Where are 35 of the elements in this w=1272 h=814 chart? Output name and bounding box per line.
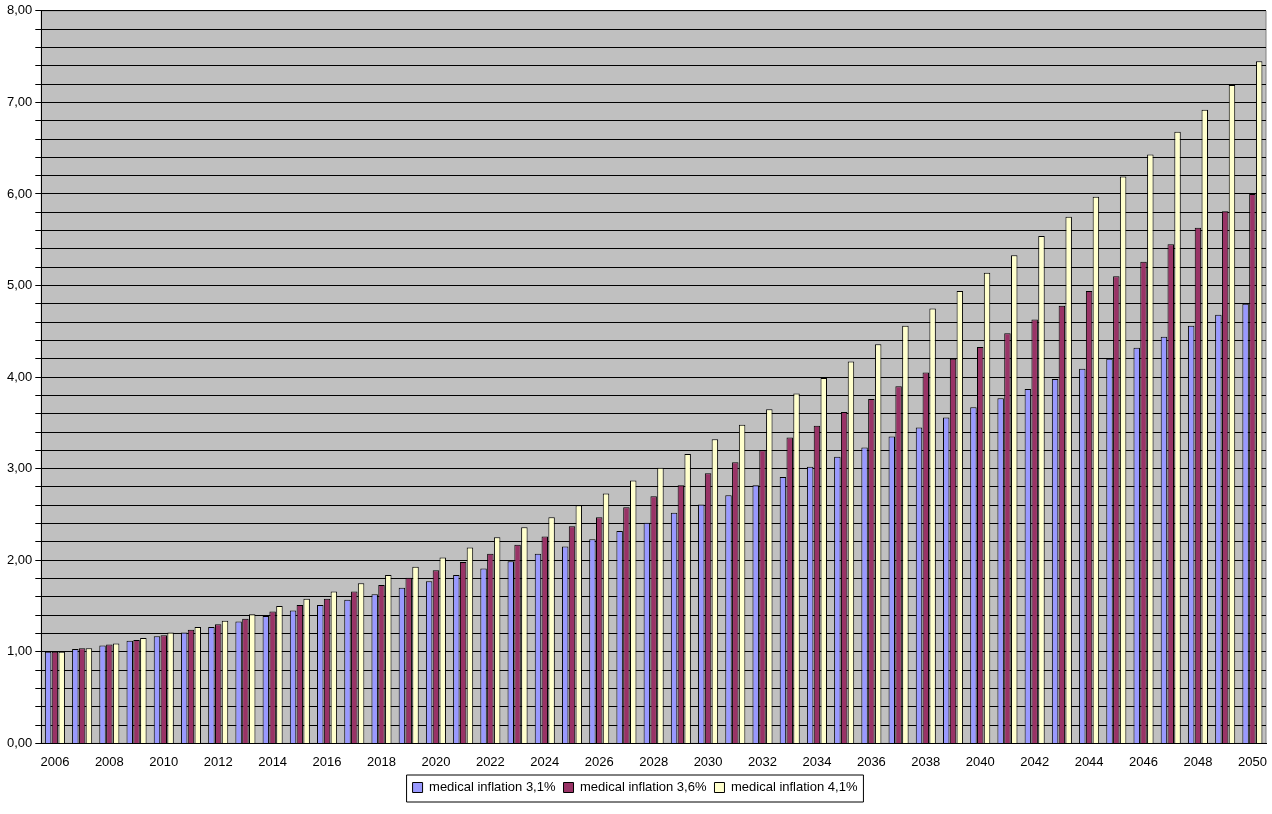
y-tick-label: 8,00 [6, 2, 33, 18]
x-tick-label: 2020 [421, 753, 451, 769]
x-tick-label: 2026 [584, 753, 614, 769]
x-tick-label: 2036 [856, 753, 886, 769]
x-tick-label: 2040 [965, 753, 995, 769]
y-tick-label: 7,00 [6, 93, 33, 109]
x-tick-label: 2016 [312, 753, 342, 769]
y-tick-label: 1,00 [6, 643, 33, 659]
x-tick-label: 2006 [40, 753, 70, 769]
legend-label: medical inflation 3,1% [429, 779, 556, 795]
y-tick-label: 5,00 [6, 277, 33, 293]
x-tick-label: 2024 [530, 753, 560, 769]
x-tick-label: 2010 [149, 753, 179, 769]
y-tick-label: 2,00 [6, 551, 33, 567]
x-tick-label: 2018 [367, 753, 396, 769]
x-tick-label: 2048 [1183, 753, 1213, 769]
x-tick-label: 2008 [94, 753, 124, 769]
x-tick-label: 2032 [748, 753, 777, 769]
y-tick-label: 3,00 [6, 460, 33, 476]
y-tick-label: 0,00 [6, 734, 33, 750]
x-tick-label: 2044 [1074, 753, 1104, 769]
x-tick-label: 2028 [639, 753, 669, 769]
legend-label: medical inflation 4,1% [730, 779, 858, 795]
x-tick-label: 2012 [203, 753, 233, 769]
x-tick-label: 2022 [475, 753, 505, 769]
y-tick-label: 6,00 [6, 185, 33, 201]
legend-label: medical inflation 3,6% [580, 779, 707, 795]
x-tick-label: 2042 [1020, 753, 1050, 769]
x-tick-label: 2046 [1129, 753, 1158, 769]
x-tick-label: 2050 [1237, 753, 1267, 769]
x-tick-label: 2014 [258, 753, 288, 769]
x-tick-label: 2038 [911, 753, 941, 769]
y-tick-label: 4,00 [6, 368, 33, 384]
x-tick-label: 2030 [693, 753, 723, 769]
x-tick-label: 2034 [802, 753, 832, 769]
